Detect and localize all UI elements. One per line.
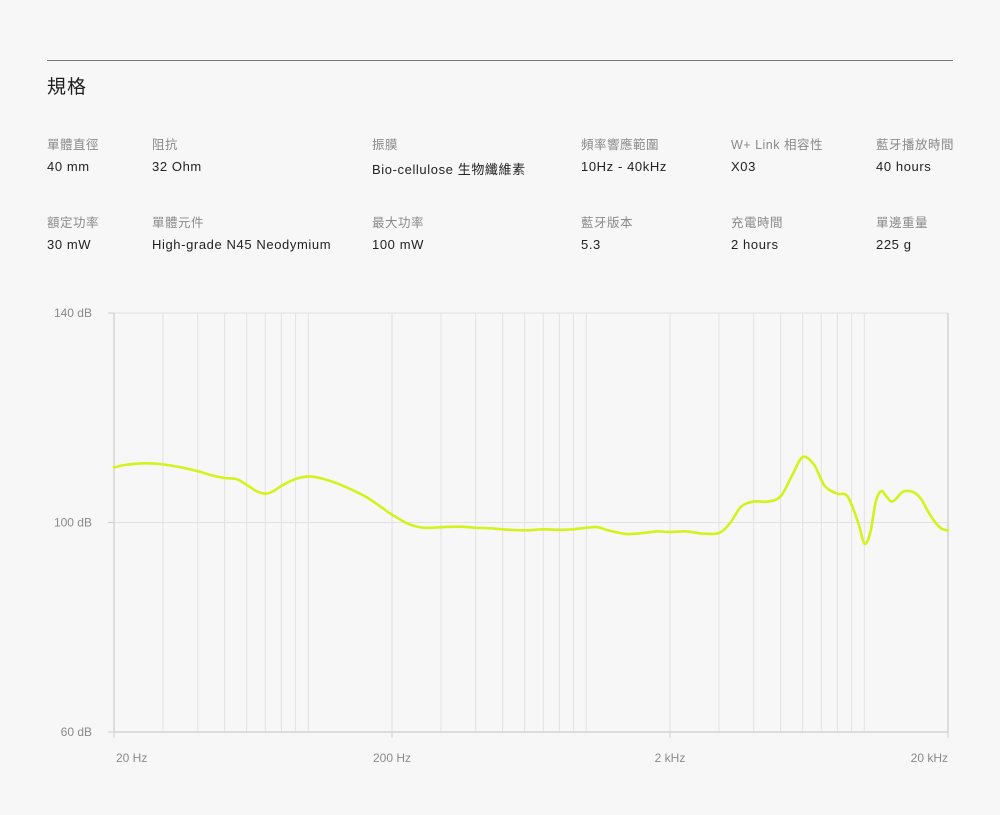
spec-value: 10Hz - 40kHz bbox=[581, 159, 667, 174]
y-tick-label: 100 dB bbox=[54, 516, 92, 530]
spec-driver-unit: 單體元件 High-grade N45 Neodymium bbox=[152, 212, 331, 252]
spec-max-power: 最大功率 100 mW bbox=[372, 212, 424, 252]
spec-label: 單體直徑 bbox=[47, 138, 100, 152]
spec-value: 100 mW bbox=[372, 237, 425, 252]
spec-value: Bio-cellulose 生物纖維素 bbox=[372, 162, 526, 177]
spec-value: 5.3 bbox=[581, 237, 601, 252]
spec-value: 32 Ohm bbox=[152, 159, 202, 174]
spec-impedance: 阻抗 32 Ohm bbox=[152, 134, 202, 174]
spec-value: 30 mW bbox=[47, 237, 92, 252]
spec-value: 225 g bbox=[876, 237, 912, 252]
spec-diaphragm: 振膜 Bio-cellulose 生物纖維素 bbox=[372, 134, 526, 178]
spec-value: High-grade N45 Neodymium bbox=[152, 237, 332, 252]
top-divider bbox=[47, 60, 953, 61]
x-tick-label: 20 kHz bbox=[911, 751, 948, 765]
spec-value: 40 mm bbox=[47, 159, 90, 174]
y-tick-label: 140 dB bbox=[54, 306, 92, 320]
spec-label: 單體元件 bbox=[152, 216, 205, 230]
tick-labels: 140 dB 100 dB 60 dB 20 Hz 200 Hz 2 kHz 20 kHz bbox=[54, 306, 948, 765]
spec-label: W+ Link 相容性 bbox=[731, 138, 823, 152]
spec-label: 振膜 bbox=[372, 138, 399, 152]
axes bbox=[108, 312, 949, 738]
spec-rated-power: 額定功率 30 mW bbox=[47, 212, 99, 252]
spec-wlink-compatibility: W+ Link 相容性 X03 bbox=[731, 134, 823, 174]
spec-label: 藍牙版本 bbox=[581, 216, 634, 230]
spec-label: 最大功率 bbox=[372, 216, 425, 230]
y-tick-label: 60 dB bbox=[61, 725, 92, 739]
spec-bluetooth-playtime: 藍牙播放時間 40 hours bbox=[876, 134, 954, 174]
spec-bluetooth-version: 藍牙版本 5.3 bbox=[581, 212, 633, 252]
x-tick-label: 2 kHz bbox=[655, 751, 686, 765]
spec-single-side-weight: 單邊重量 225 g bbox=[876, 212, 928, 252]
spec-charging-time: 充電時間 2 hours bbox=[731, 212, 783, 252]
section-title: 規格 bbox=[47, 77, 88, 98]
spec-label: 充電時間 bbox=[731, 216, 784, 230]
spec-label: 頻率響應範圍 bbox=[581, 138, 660, 152]
spec-value: 40 hours bbox=[876, 159, 932, 174]
spec-label: 額定功率 bbox=[47, 216, 100, 230]
series bbox=[112, 455, 950, 546]
x-tick-label: 20 Hz bbox=[116, 751, 147, 765]
spec-frequency-response: 頻率響應範圍 10Hz - 40kHz bbox=[581, 134, 667, 174]
x-tick-label: 200 Hz bbox=[373, 751, 411, 765]
grid bbox=[114, 312, 948, 733]
spec-value: X03 bbox=[731, 159, 756, 174]
series-line-0 bbox=[112, 455, 950, 546]
spec-value: 2 hours bbox=[731, 237, 779, 252]
spec-driver-diameter: 單體直徑 40 mm bbox=[47, 134, 99, 174]
spec-label: 阻抗 bbox=[152, 138, 179, 152]
spec-label: 藍牙播放時間 bbox=[876, 138, 955, 152]
spec-label: 單邊重量 bbox=[876, 216, 929, 230]
